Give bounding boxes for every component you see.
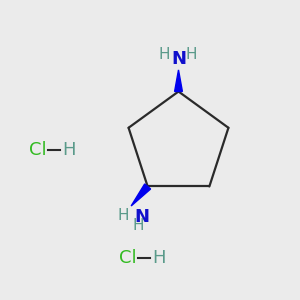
Text: H: H — [185, 47, 197, 62]
Text: H: H — [158, 47, 170, 62]
Text: Cl: Cl — [28, 141, 46, 159]
Polygon shape — [131, 184, 151, 206]
Text: H: H — [152, 249, 166, 267]
Polygon shape — [175, 70, 182, 92]
Text: Cl: Cl — [118, 249, 136, 267]
Text: H: H — [62, 141, 76, 159]
Text: H: H — [118, 208, 129, 224]
Text: N: N — [134, 208, 149, 226]
Text: H: H — [132, 218, 144, 233]
Text: N: N — [171, 50, 186, 68]
